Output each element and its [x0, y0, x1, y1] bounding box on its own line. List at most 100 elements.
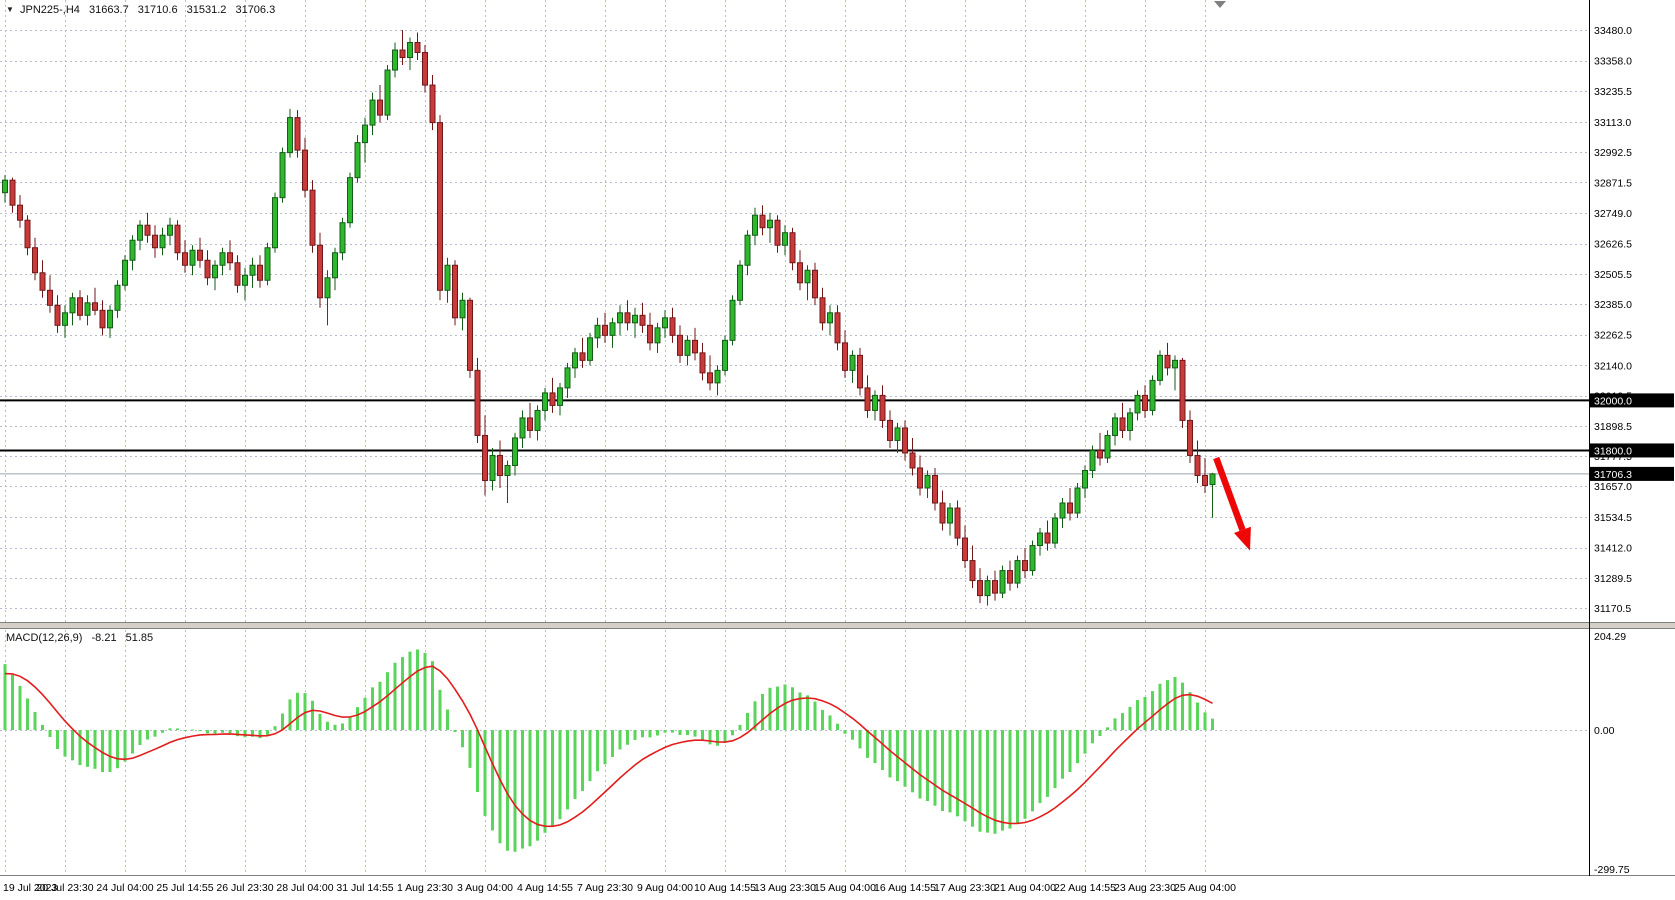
indicator-axis-label: 204.29: [1594, 631, 1626, 643]
price-badge: [1590, 443, 1674, 458]
time-axis-label: 20 Jul 23:30: [36, 882, 93, 894]
bull-candle: [534, 409, 541, 431]
time-axis-label: 3 Aug 04:00: [457, 882, 513, 894]
symbol-ohlc-label: ▼ JPN225-,H4 31663.7 31710.6 31531.2 317…: [6, 4, 281, 16]
bull-candle: [767, 219, 773, 229]
chart-shift-marker-icon[interactable]: [1214, 1, 1226, 8]
panel-splitter[interactable]: [0, 622, 1675, 629]
macd-bar: [11, 674, 14, 731]
bull-candle: [392, 49, 398, 71]
macd-bar: [153, 730, 157, 737]
macd-bar: [288, 699, 292, 731]
time-axis-label: 17 Aug 23:30: [934, 882, 996, 894]
down-arrow-annotation[interactable]: [1213, 456, 1251, 551]
macd-bar: [806, 695, 809, 731]
price-axis[interactable]: 33480.0 33358.0 33235.5 33113.0 32992.5 32871…: [1594, 25, 1632, 615]
bear-candle: [9, 179, 16, 206]
macd-bar: [423, 652, 427, 731]
bear-candle: [309, 189, 316, 246]
bull-candle: [159, 234, 166, 249]
bull-candle: [459, 299, 466, 319]
macd-bar: [926, 730, 929, 802]
bull-candle: [519, 417, 526, 439]
bear-candle: [887, 419, 893, 441]
macd-bar: [1001, 730, 1004, 831]
macd-bar: [146, 730, 149, 740]
price-badge-label: 31800.0: [1594, 445, 1632, 457]
macd-bar: [333, 724, 337, 731]
macd-bar: [341, 723, 344, 731]
macd-bar: [506, 730, 509, 851]
macd-bar: [753, 701, 757, 731]
bull-candle: [722, 339, 728, 371]
macd-bar: [708, 730, 712, 745]
bull-candle: [782, 232, 788, 246]
bull-candle: [114, 284, 121, 311]
bear-candle: [819, 297, 826, 324]
macd-bar: [723, 730, 727, 743]
macd-bar: [993, 730, 997, 834]
bear-candle: [257, 264, 263, 281]
macd-bar: [326, 721, 329, 731]
bull-candle: [339, 222, 346, 254]
bull-candle: [354, 142, 361, 179]
bull-candle: [122, 259, 128, 286]
macd-bar: [416, 649, 419, 731]
macd-bar: [896, 730, 899, 782]
bull-candle: [1127, 412, 1133, 431]
symbol-dropdown-icon[interactable]: ▼: [6, 5, 14, 14]
macd-bar: [408, 651, 412, 731]
price-axis-label: 31412.0: [1594, 543, 1632, 555]
macd-bar: [821, 709, 824, 731]
price-axis-label: 31170.5: [1594, 603, 1631, 615]
macd-bar: [813, 701, 817, 731]
bull-candle: [654, 327, 661, 344]
bull-candle: [1029, 545, 1036, 572]
macd-bar: [183, 730, 187, 732]
macd-bar: [176, 728, 179, 731]
bear-candle: [17, 204, 23, 221]
time-axis-label: 16 Aug 14:55: [874, 882, 936, 894]
macd-bar: [738, 724, 742, 731]
bear-candle: [32, 247, 38, 274]
bull-candle: [1059, 502, 1066, 519]
bull-candle: [212, 264, 218, 279]
macd-bar: [491, 730, 494, 831]
macd-bar: [468, 730, 472, 768]
bull-candle: [1172, 359, 1178, 369]
macd-bar: [626, 730, 629, 745]
price-axis-label: 31657.0: [1594, 481, 1632, 493]
time-axis-label: 23 Aug 23:30: [1114, 882, 1176, 894]
bull-candle: [609, 322, 616, 336]
macd-bar: [603, 730, 607, 765]
macd-bar: [701, 730, 704, 741]
time-axis-label: 7 Aug 23:30: [577, 882, 633, 894]
price-axis-label: 32871.5: [1594, 177, 1632, 189]
macd-bar: [581, 730, 584, 791]
macd-indicator-label: MACD(12,26,9) -8.21 51.85: [6, 632, 159, 644]
bear-candle: [939, 502, 946, 524]
macd-bar: [386, 672, 389, 731]
bear-candle: [182, 252, 188, 266]
bull-candle: [512, 437, 518, 466]
macd-bar: [56, 730, 59, 750]
bear-candle: [624, 312, 631, 324]
macd-bar: [63, 730, 67, 757]
macd-bar: [588, 730, 592, 782]
macd-bar: [1136, 700, 1139, 731]
macd-bar: [393, 662, 397, 731]
macd-bar: [318, 713, 322, 731]
bear-candle: [834, 312, 841, 344]
indicator-axis[interactable]: 204.29 0.00 -299.75: [1594, 631, 1630, 876]
bull-candle: [272, 197, 278, 249]
macd-bar: [1046, 730, 1049, 797]
bear-candle: [1202, 474, 1208, 486]
macd-bar: [873, 730, 877, 764]
time-axis-label: 24 Jul 04:00: [96, 882, 153, 894]
bear-candle: [467, 299, 473, 371]
macd-bar: [1061, 730, 1064, 779]
bear-candle: [474, 369, 481, 436]
bear-candle: [482, 434, 488, 481]
